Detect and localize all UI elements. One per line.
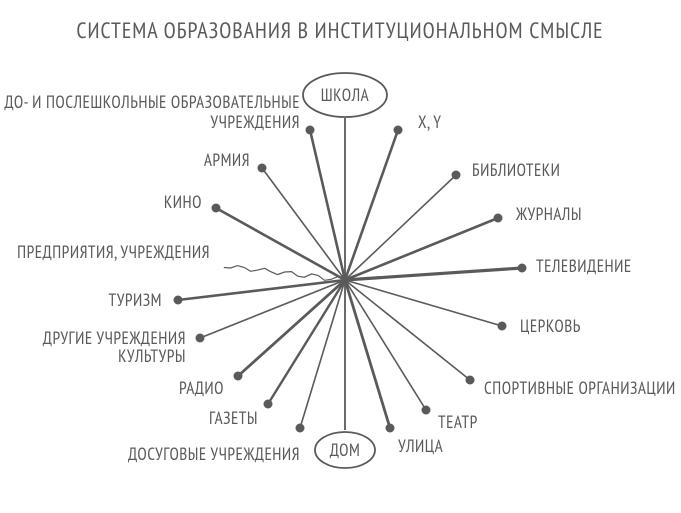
spoke-dot-pre-post xyxy=(306,126,315,135)
spoke-dot-leisure xyxy=(296,424,305,433)
spoke-dot-tourism xyxy=(174,296,183,305)
spoke-newspapers xyxy=(268,280,345,404)
spoke-dot-sport xyxy=(466,376,475,385)
label-xy: X, Y xyxy=(418,111,441,133)
label-leisure: ДОСУГОВЫЕ УЧРЕЖДЕНИЯ xyxy=(128,443,300,465)
spoke-libraries xyxy=(345,175,456,280)
spoke-dot-xy xyxy=(394,126,403,135)
label-theatre: ТЕАТР xyxy=(438,411,478,433)
spoke-dot-libraries xyxy=(452,171,461,180)
label-pre-post: ДО- И ПОСЛЕШКОЛЬНЫЕ ОБРАЗОВАТЕЛЬНЫЕ xyxy=(4,91,300,113)
spoke-leisure xyxy=(300,280,345,428)
label2-other-culture: КУЛЬТУРЫ xyxy=(118,345,186,367)
label-tourism: ТУРИЗМ xyxy=(109,289,162,311)
spoke-dot-magazines xyxy=(494,214,503,223)
label2-pre-post: УЧРЕЖДЕНИЯ xyxy=(210,111,300,133)
label-sport: СПОРТИВНЫЕ ОРГАНИЗАЦИИ xyxy=(484,377,676,399)
label-home: ДОМ xyxy=(330,439,361,461)
spoke-dot-army xyxy=(258,164,267,173)
label-cinema: КИНО xyxy=(164,191,202,213)
spoke-xy xyxy=(345,130,398,280)
spoke-dot-radio xyxy=(234,372,243,381)
label-newspapers: ГАЗЕТЫ xyxy=(209,407,258,429)
spoke-enterprises xyxy=(224,266,345,281)
spoke-street xyxy=(345,280,390,428)
spoke-dot-street xyxy=(386,424,395,433)
spoke-dot-cinema xyxy=(212,204,221,213)
label-church: ЦЕРКОВЬ xyxy=(520,315,581,337)
spoke-sport xyxy=(345,280,470,380)
spoke-cinema xyxy=(216,208,345,280)
spoke-radio xyxy=(238,280,345,376)
spoke-dot-other-culture xyxy=(196,334,205,343)
diagram-title: СИСТЕМА ОБРАЗОВАНИЯ В ИНСТИТУЦИОНАЛЬНОМ … xyxy=(76,17,603,45)
spoke-dot-newspapers xyxy=(264,400,273,409)
label-magazines: ЖУРНАЛЫ xyxy=(515,203,582,225)
label-radio: РАДИО xyxy=(179,377,224,399)
radial-diagram: СИСТЕМА ОБРАЗОВАНИЯ В ИНСТИТУЦИОНАЛЬНОМ … xyxy=(0,0,681,513)
spoke-dot-tv xyxy=(518,264,527,273)
label-street: УЛИЦА xyxy=(398,435,443,457)
label-enterprises: ПРЕДПРИЯТИЯ, УЧРЕЖДЕНИЯ xyxy=(17,241,210,263)
label-tv: ТЕЛЕВИДЕНИЕ xyxy=(536,255,632,277)
label-army: АРМИЯ xyxy=(204,149,250,171)
label-libraries: БИБЛИОТЕКИ xyxy=(472,159,560,181)
label-school: ШКОЛА xyxy=(321,84,369,106)
spoke-dot-church xyxy=(498,322,507,331)
spoke-dot-theatre xyxy=(422,406,431,415)
